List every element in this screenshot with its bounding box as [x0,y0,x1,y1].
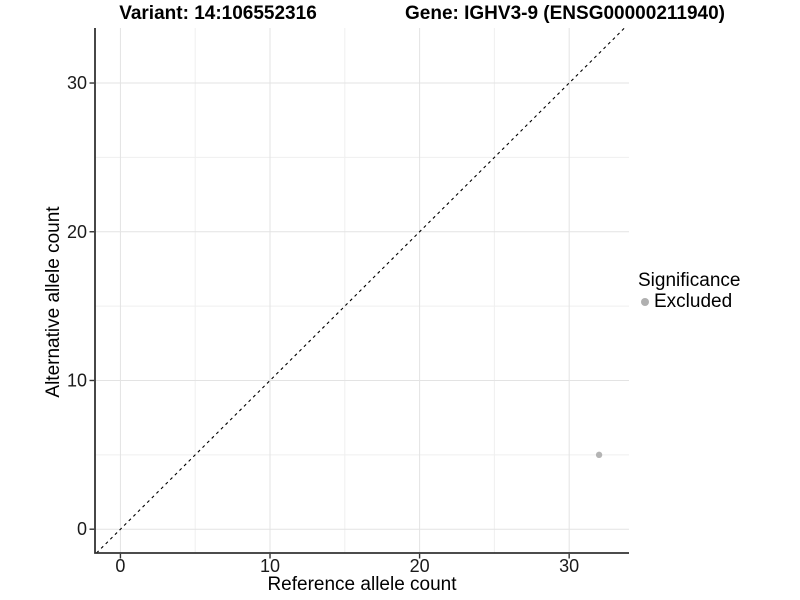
plot-title-variant: Variant: 14:106552316 [119,3,317,24]
y-axis-title: Alternative allele count [43,206,64,398]
x-tick-label: 10 [260,556,280,576]
plot-title-gene: Gene: IGHV3-9 (ENSG00000211940) [404,3,726,24]
x-tick-label: 30 [559,556,579,576]
x-tick-label: 20 [410,556,430,576]
legend-item-label: Excluded [654,291,733,312]
y-tick-label: 20 [67,222,87,242]
legend-key-point-icon [641,298,649,306]
y-tick-label: 10 [67,370,87,390]
data-point [595,451,603,459]
legend: Significance Excluded [638,270,740,312]
identity-reference-line [96,27,625,554]
x-axis-title: Reference allele count [267,574,457,595]
legend-item-excluded: Excluded [638,292,740,312]
x-tick-label: 0 [115,556,125,576]
y-tick-label: 30 [67,73,87,93]
axis-lines [94,28,629,554]
y-tick-label: 0 [77,519,87,539]
legend-title: Significance [638,270,741,291]
